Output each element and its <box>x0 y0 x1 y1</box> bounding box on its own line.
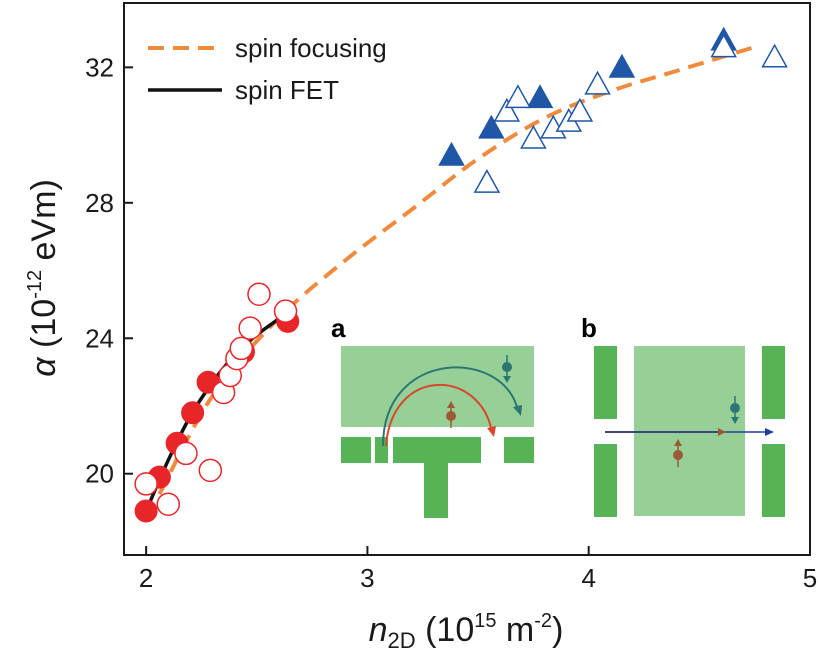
spin-focusing-line <box>157 45 756 495</box>
data-point-triangle-open <box>520 124 547 149</box>
data-point-circle-open <box>198 458 223 483</box>
data-point-triangle-open <box>710 33 737 58</box>
inset-b-arrowhead <box>765 428 774 436</box>
data-point-circle-filled <box>181 401 205 425</box>
data-point-triangle-filled <box>438 141 465 166</box>
inset-a-trajectory-inner <box>385 384 493 447</box>
inset-a: a <box>331 313 534 518</box>
data-point-circle-open <box>134 472 158 496</box>
legend: spin focusing spin FET <box>148 33 387 105</box>
data-point-circle-open <box>238 316 262 340</box>
data-point-triangle-open <box>493 97 521 122</box>
legend-label-spin-focusing: spin focusing <box>235 33 387 63</box>
plot-area <box>123 2 811 556</box>
data-point-triangle-open <box>473 168 501 193</box>
inset-b-gate-bottom-left <box>594 444 617 517</box>
inset-a-arrowhead-outer <box>513 405 522 416</box>
axis-ticks: 2 3 4 5 20 24 28 32 <box>85 52 817 593</box>
x-tick-label: 2 <box>139 563 153 593</box>
x-tick-label: 4 <box>581 563 595 593</box>
legend-label-spin-fet: spin FET <box>235 75 339 105</box>
inset-a-trajectory-outer <box>382 366 519 447</box>
inset-b-gate-top-left <box>594 346 617 419</box>
data-point-circle-open <box>174 441 198 466</box>
x-tick-label: 3 <box>360 563 374 593</box>
inset-b-arrowhead-up <box>718 428 726 436</box>
data-point-triangle-filled <box>478 114 505 139</box>
x-axis-label: n2D (1015 m-2) <box>369 610 564 651</box>
inset-a-electron-down <box>502 355 512 383</box>
inset-b-gate-bottom-right <box>762 444 785 517</box>
inset-a-arrowhead-inner <box>487 426 496 437</box>
plot-frame <box>123 2 811 556</box>
insets: a b <box>331 313 785 518</box>
data-point-triangle-filled <box>526 84 554 109</box>
inset-b-electron-down <box>730 396 740 424</box>
inset-b-gate-top-right <box>762 346 785 419</box>
data-point-triangle-open <box>761 43 788 68</box>
y-tick-label: 32 <box>85 52 114 82</box>
inset-a-gate-small <box>375 437 388 463</box>
inset-b-label: b <box>581 313 597 343</box>
data-point-triangle-open <box>584 70 611 95</box>
y-tick-label: 24 <box>85 323 114 353</box>
data-point-circle-open <box>247 282 271 306</box>
data-point-triangle-open <box>566 97 594 122</box>
y-tick-label: 20 <box>85 459 114 489</box>
data-point-circle-open <box>156 492 181 516</box>
inset-b: b <box>581 313 785 517</box>
y-axis-label: α (10-12 eVm) <box>24 179 63 377</box>
data-point-triangle-open <box>504 84 532 109</box>
inset-a-label: a <box>331 313 346 343</box>
inset-a-electron-up <box>446 401 456 428</box>
x-tick-label: 5 <box>803 563 817 593</box>
data-point-circle-open <box>273 299 298 323</box>
inset-b-electron-up <box>673 439 683 467</box>
inset-a-gate-left <box>341 437 371 463</box>
data-markers <box>134 26 788 523</box>
data-point-triangle-filled <box>608 53 636 78</box>
inset-a-plate <box>341 346 534 427</box>
y-tick-label: 28 <box>85 188 114 218</box>
inset-a-gate-stem <box>424 437 448 518</box>
data-point-circle-filled <box>134 499 158 523</box>
inset-a-gate-right <box>504 437 534 463</box>
data-point-circle-open <box>229 336 254 361</box>
